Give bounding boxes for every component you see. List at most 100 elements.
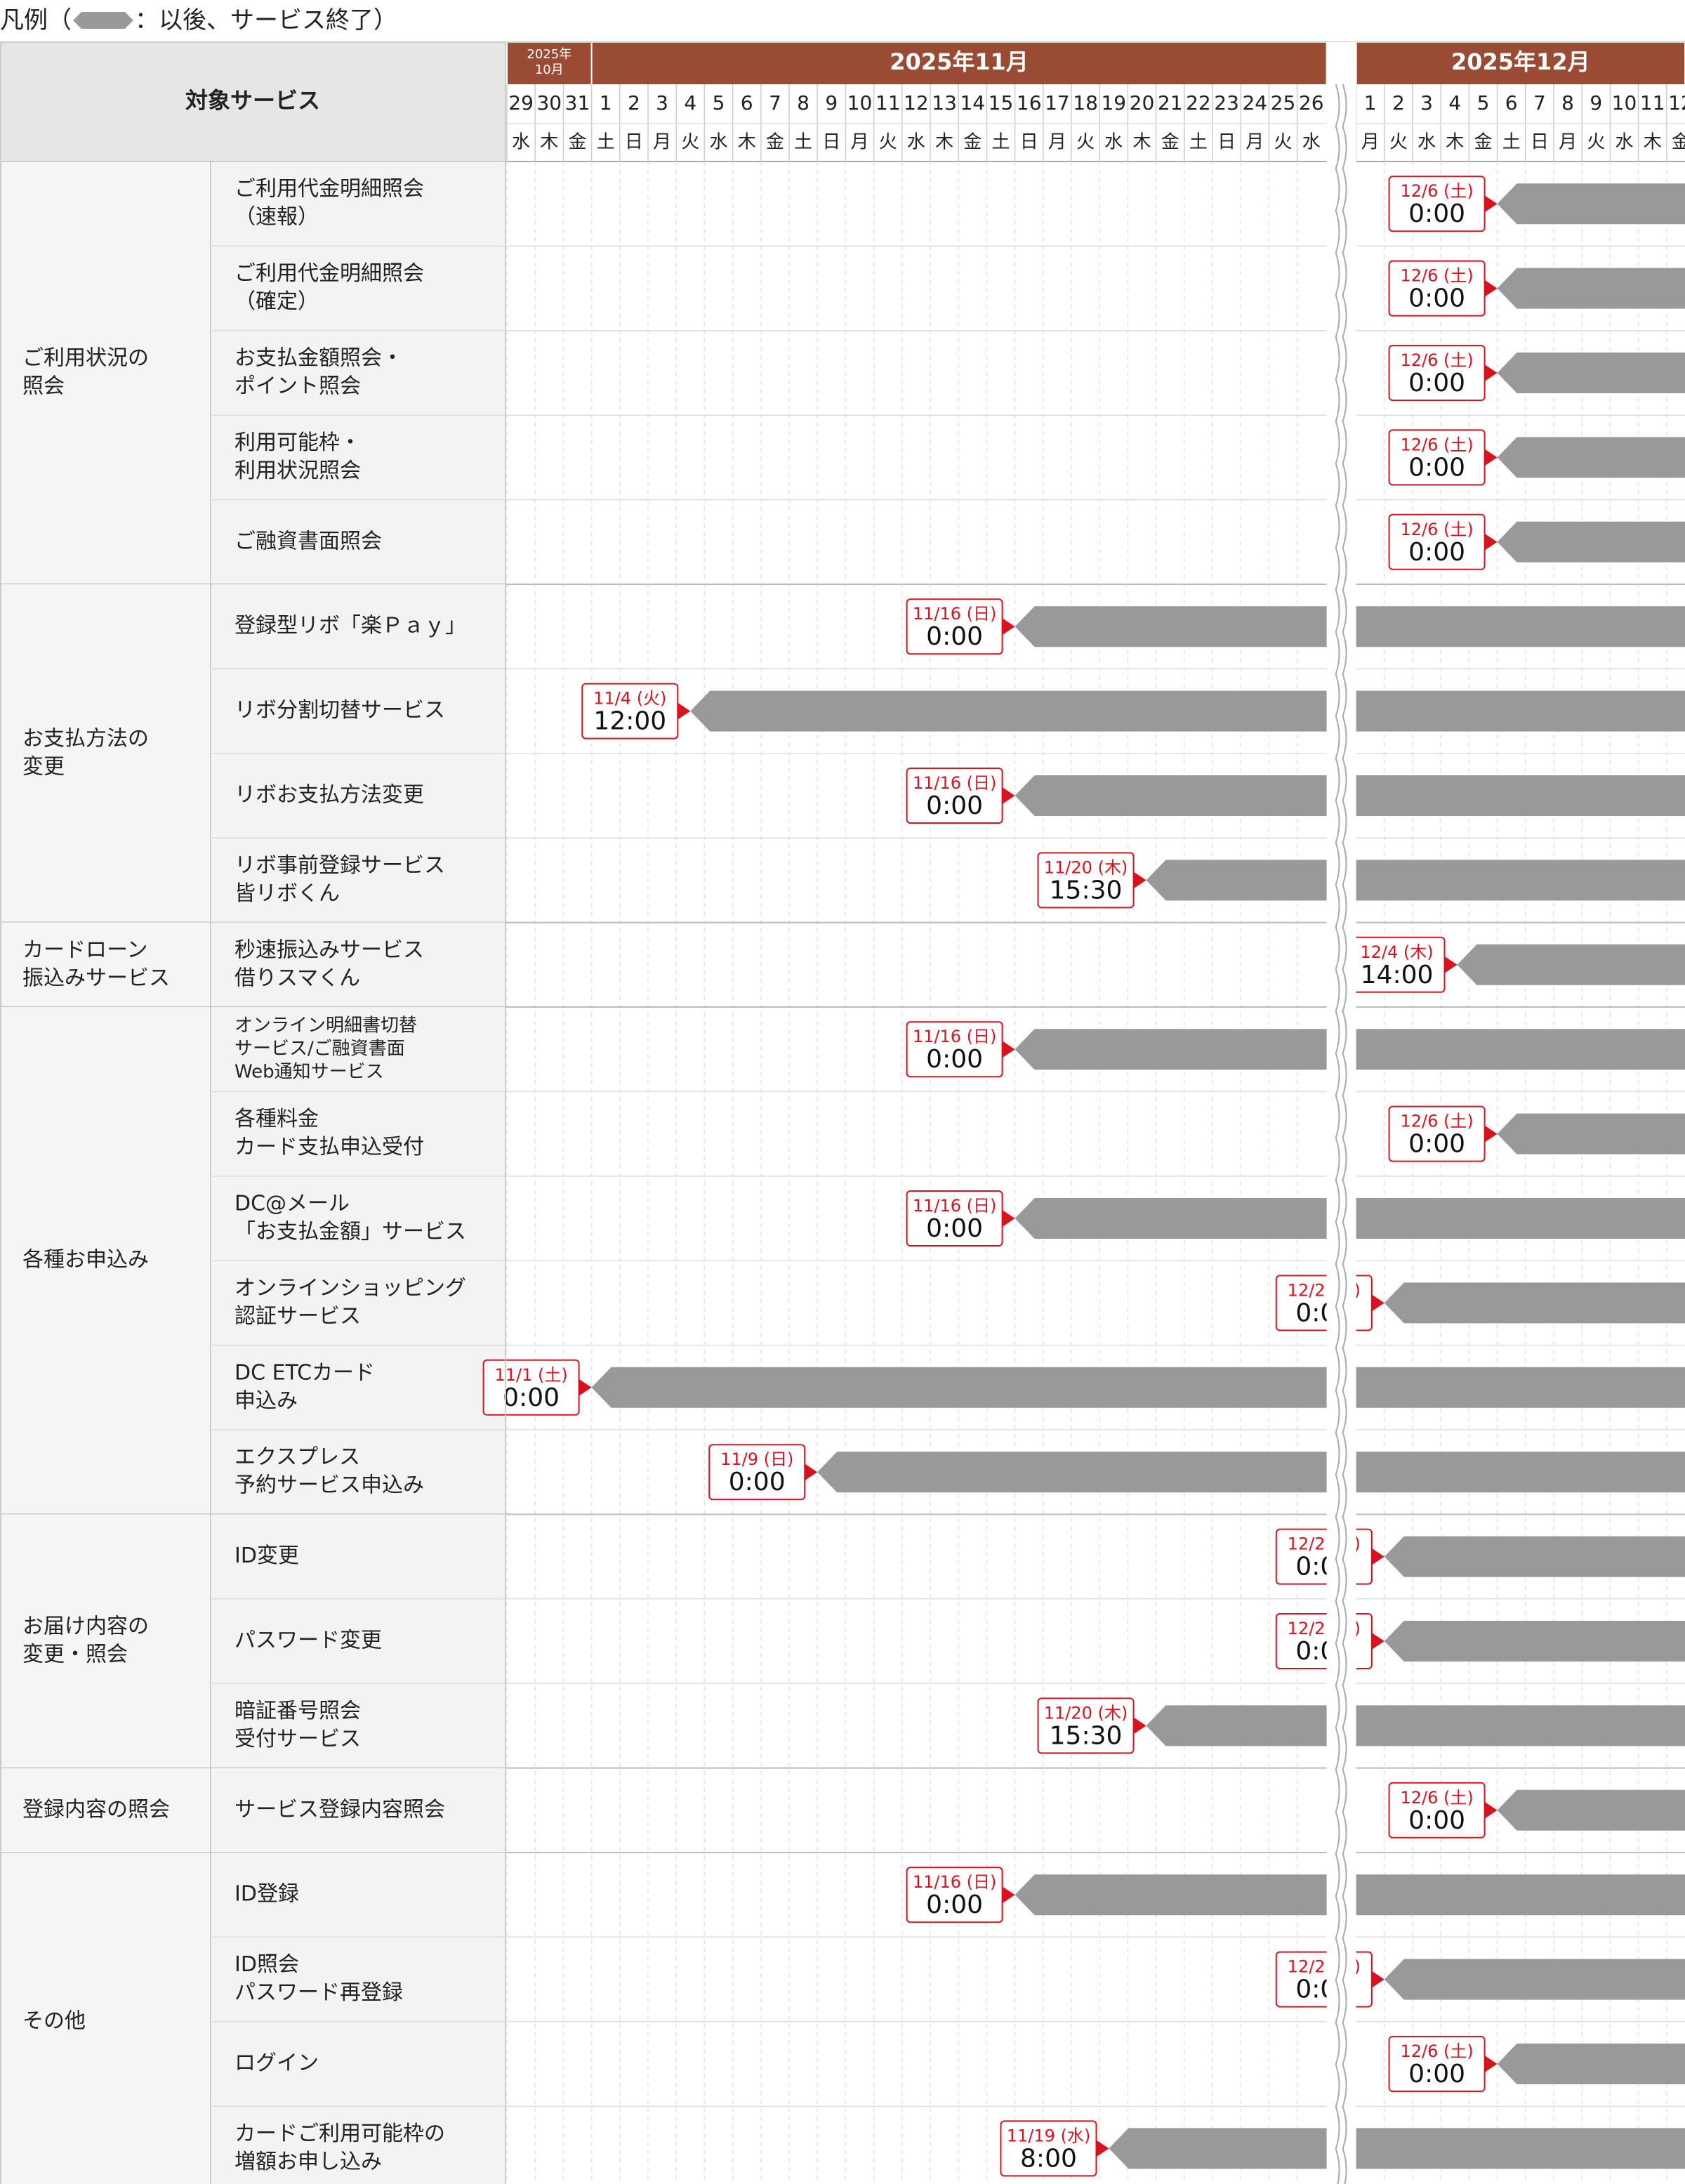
day-label: 1 (1364, 91, 1377, 114)
legend-prefix: 凡例（ (0, 6, 72, 34)
callout-date: 12/6 (土) (1400, 266, 1473, 286)
service-name: 秒速振込みサービス (234, 938, 424, 962)
service-name-cell (212, 2021, 505, 2107)
day-label: 12 (1668, 91, 1685, 114)
callout-pointer-icon (1096, 2140, 1109, 2157)
weekday-label: 金 (963, 132, 982, 153)
day-label: 17 (1045, 91, 1070, 114)
callout-time: 15:30 (1050, 876, 1123, 904)
category-label: お支払方法の (22, 726, 149, 751)
date-column-header: 25 火 (1271, 91, 1296, 153)
service-end-bar (1146, 860, 1685, 901)
date-column-header: 3水 (1418, 91, 1436, 153)
service-name: 増額お申し込み (234, 2150, 382, 2174)
header-service-label: 対象サービス (185, 87, 320, 114)
callout-time: 0:00 (503, 1383, 560, 1412)
end-callout: 11/16 (日)0:00 (906, 1021, 1015, 1078)
weekday-label: 月 (1245, 132, 1264, 153)
service-name: ID登録 (234, 1882, 299, 1907)
callout-date: 11/4 (火) (593, 689, 666, 709)
callout-date: 11/16 (日) (913, 604, 997, 624)
service-name-cell (212, 1430, 505, 1515)
end-callout: 12/6 (土)0:00 (1388, 2036, 1498, 2092)
month-header-bg (508, 42, 591, 84)
end-callout: 12/6 (土)0:00 (1388, 260, 1498, 317)
day-label: 10 (847, 91, 873, 114)
day-label: 9 (825, 91, 838, 114)
service-end-bar (1384, 1621, 1685, 1662)
callout-pointer-icon (1484, 2055, 1498, 2072)
date-column-header: 1月 (1361, 91, 1380, 153)
callout-time: 0:00 (926, 791, 983, 820)
service-end-bar (1384, 1282, 1685, 1324)
date-column-header: 19 水 (1101, 91, 1126, 153)
callout-date: 11/19 (水) (1007, 2126, 1091, 2145)
day-label: 4 (684, 91, 696, 114)
service-end-bar (591, 1367, 1685, 1408)
category-cell (0, 1007, 211, 1515)
date-column-header: 10 水 (1612, 91, 1637, 153)
service-row: ご利用代金明細照会 （確定） (211, 245, 1685, 331)
date-column-header: 12 金 (1668, 91, 1685, 153)
date-column-header: 6木 (738, 91, 756, 153)
service-name: 各種料金 (234, 1107, 319, 1131)
category-label: お届け内容の (22, 1614, 149, 1639)
service-name: サービス登録内容照会 (234, 1797, 445, 1822)
category-group: その他 (0, 1853, 211, 2184)
day-label: 31 (565, 91, 590, 114)
date-column-header: 5金 (1474, 91, 1492, 153)
weekday-label: 火 (1274, 132, 1292, 153)
callout-time: 0:00 (1408, 2060, 1465, 2088)
service-end-bar (1497, 1789, 1685, 1831)
day-label: 6 (1505, 91, 1518, 114)
service-end-bar (1457, 944, 1685, 985)
callout-date: 12/6 (土) (1400, 520, 1473, 539)
date-column-header: 7日 (1531, 91, 1549, 153)
day-label: 8 (797, 91, 810, 114)
date-column-header: 7金 (766, 91, 784, 153)
callout-time: 0:00 (1408, 284, 1465, 313)
day-label: 22 (1186, 91, 1211, 114)
day-label: 3 (1420, 91, 1433, 114)
service-name: リボお支払方法変更 (234, 783, 424, 808)
day-label: 25 (1271, 91, 1296, 114)
callout-pointer-icon (1133, 871, 1147, 889)
date-column-header: 10 月 (847, 91, 873, 153)
service-name: お支払金額照会・ (234, 346, 403, 371)
service-name: DC ETCカード (234, 1360, 375, 1385)
service-end-bar (1146, 1705, 1685, 1746)
day-label: 14 (960, 91, 985, 114)
service-name: ご融資書面照会 (234, 529, 382, 553)
end-callout: 11/4 (火)12:00 (581, 683, 691, 739)
day-label: 7 (1533, 91, 1546, 114)
day-label: 21 (1158, 91, 1183, 114)
service-name-cell (212, 1176, 505, 1261)
weekday-label: 水 (1104, 132, 1123, 153)
weekday-label: 日 (1020, 132, 1038, 153)
callout-pointer-icon (1484, 195, 1498, 213)
service-row: ログイン (211, 2021, 1685, 2107)
service-name-cell (212, 584, 505, 669)
weekday-label: 土 (1502, 132, 1521, 153)
callout-time: 14:00 (1361, 961, 1434, 989)
end-callout: 11/16 (日)0:00 (906, 768, 1015, 824)
date-column-header: 26 水 (1299, 91, 1324, 153)
category-label: その他 (22, 2008, 86, 2033)
service-row: サービス登録内容照会 (212, 1768, 505, 1853)
callout-pointer-icon (678, 702, 691, 720)
date-column-header: 2火 (1389, 91, 1408, 153)
category-cell (0, 584, 211, 923)
callout-date: 11/16 (日) (913, 1196, 997, 1216)
service-name-cell (212, 1937, 505, 2022)
day-label: 9 (1590, 91, 1602, 114)
weekday-label: 木 (1132, 132, 1151, 153)
date-column-header: 22 土 (1186, 91, 1211, 153)
service-end-bar (1384, 1959, 1685, 2000)
